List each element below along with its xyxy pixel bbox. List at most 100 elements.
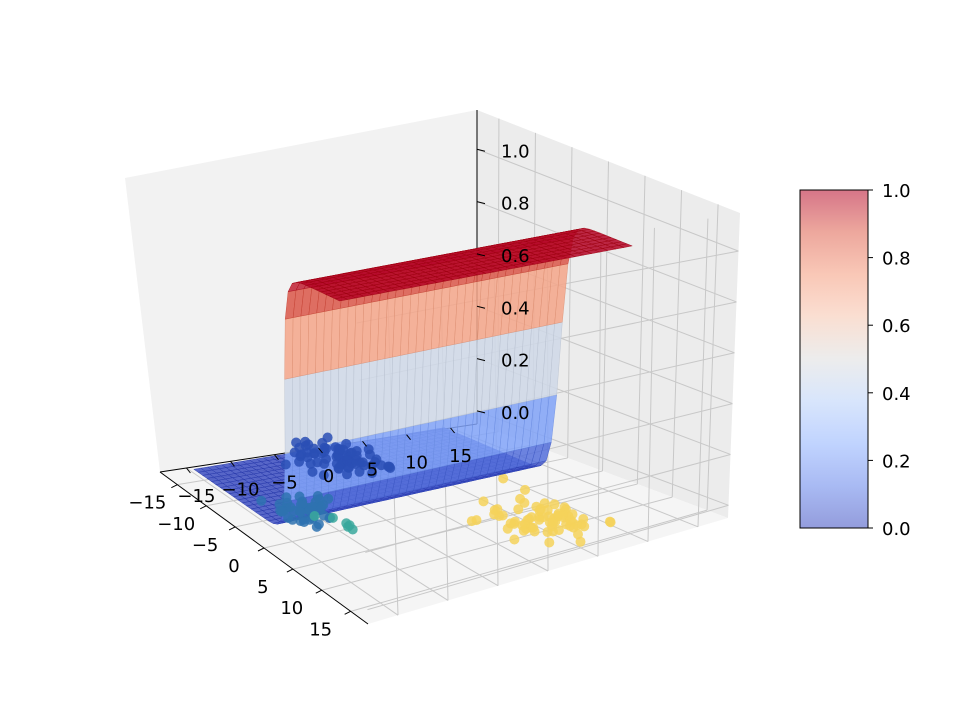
- x-tick-label: −5: [192, 535, 219, 556]
- colorbar-tick-label: 0.8: [882, 249, 911, 270]
- scatter-point: [274, 499, 285, 510]
- scatter-point: [505, 518, 516, 529]
- z-tick-mark: [476, 148, 486, 152]
- scatter-point: [316, 501, 327, 512]
- surface-patch: [315, 371, 324, 448]
- grid-line-z: [476, 148, 739, 252]
- grid-line-z: [476, 201, 737, 303]
- grid-line-y: [597, 237, 602, 557]
- colorbar-tick-label: 0.6: [882, 316, 911, 337]
- z-tick-label: 0.6: [501, 246, 530, 267]
- grid-line-x: [567, 147, 573, 458]
- scatter-point: [307, 466, 318, 477]
- z-tick-mark: [476, 358, 486, 362]
- scatter-point: [478, 496, 489, 507]
- colorbar: 0.0 0.2 0.4 0.6 0.8 1.0: [799, 181, 911, 540]
- scatter-point: [367, 468, 377, 479]
- scatter-point: [466, 516, 477, 527]
- y-tick-label: 5: [367, 459, 378, 480]
- surface-patch: [345, 364, 355, 441]
- scatter-point: [519, 519, 530, 529]
- scatter-point: [276, 506, 287, 517]
- scatter-point: [513, 504, 524, 515]
- scatter-point: [318, 470, 329, 481]
- scatter-point: [347, 524, 358, 535]
- scatter-point: [305, 458, 316, 469]
- scatter-point: [498, 473, 509, 484]
- scatter-point: [549, 499, 560, 510]
- surface-patch: [315, 311, 325, 374]
- scatter-point: [489, 505, 500, 516]
- z-tick-label: 0.0: [501, 403, 530, 424]
- scatter-point: [296, 449, 307, 460]
- surface-patch: [618, 243, 633, 248]
- x-tick-label: −15: [128, 493, 166, 514]
- y-tick-label: 0: [323, 466, 334, 487]
- scatter-point: [342, 455, 353, 466]
- grid-line-y: [647, 227, 655, 542]
- scatter-point: [283, 513, 294, 523]
- scatter-point: [364, 449, 375, 460]
- grid-line-y: [186, 467, 399, 616]
- y-tick-mark: [406, 434, 411, 440]
- z-tick-label: 1.0: [501, 141, 530, 162]
- scatter-point: [346, 447, 357, 458]
- z-tick-mark: [476, 201, 486, 205]
- scatter-point: [285, 502, 296, 513]
- z-tick-label: 0.8: [501, 194, 530, 215]
- surface-patch: [299, 314, 310, 377]
- scatter-point: [341, 518, 352, 529]
- scatter-point: [327, 512, 338, 523]
- scatter-point: [313, 519, 324, 530]
- surface-patch: [330, 367, 339, 445]
- y-tick-label: 10: [405, 453, 428, 474]
- grid-line-y: [697, 218, 709, 527]
- scatter-point: [548, 517, 559, 528]
- scatter-points-front: [256, 432, 396, 535]
- z-tick-label: 0.4: [501, 298, 530, 319]
- surface-patch: [284, 317, 294, 380]
- colorbar-tick-label: 0.4: [882, 384, 911, 405]
- scatter-point: [303, 439, 314, 450]
- scatter-point: [565, 515, 576, 526]
- scatter-point: [294, 491, 305, 502]
- z-tick-label: 0.2: [501, 351, 530, 372]
- scatter-point: [515, 493, 526, 504]
- y-tick-label: −10: [221, 479, 259, 500]
- scatter-point: [509, 534, 520, 545]
- scatter-point: [354, 466, 365, 477]
- surface-patch: [352, 363, 363, 440]
- scatter-point: [558, 510, 568, 520]
- scatter-point: [319, 447, 330, 458]
- surface-patch: [292, 315, 302, 378]
- x-tick-label: 5: [257, 577, 268, 598]
- y-tick-mark: [274, 454, 279, 460]
- scatter-point: [322, 432, 333, 443]
- x-tick-mark: [286, 568, 294, 573]
- scatter-point: [384, 461, 395, 472]
- y-tick-label: 15: [449, 446, 472, 467]
- scatter-point: [534, 514, 545, 525]
- x-tick-mark: [171, 484, 178, 489]
- colorbar-tick-label: 0.2: [882, 451, 911, 472]
- grid-line-x: [671, 190, 683, 498]
- scatter-point: [578, 514, 589, 524]
- y-tick-mark: [186, 467, 191, 474]
- scatter-point: [281, 492, 292, 503]
- grid-line-x: [602, 161, 609, 472]
- z-tick-mark: [476, 410, 486, 414]
- y-tick-mark: [230, 461, 235, 467]
- scatter-point: [319, 458, 330, 469]
- colorbar-tick-label: 1.0: [882, 181, 911, 202]
- y-tick-label: −15: [177, 486, 215, 507]
- scatter-point: [604, 516, 615, 527]
- grid-line-z: [367, 504, 729, 611]
- y-tick-mark: [450, 427, 455, 434]
- scatter-point: [299, 517, 310, 527]
- scatter-point: [294, 506, 305, 517]
- x-tick-mark: [199, 505, 207, 510]
- y-tick-label: −5: [271, 473, 298, 494]
- surface-patch: [337, 366, 347, 443]
